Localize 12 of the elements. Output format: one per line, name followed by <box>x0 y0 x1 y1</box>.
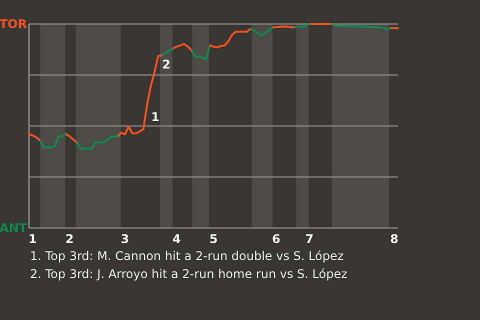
text: 1. Top 3rd: M. Cannon hit a 2-run double vs S. López <box>30 249 344 263</box>
x-tick-label: 2 <box>65 232 74 246</box>
text: 2. Top 3rd: J. Arroyo hit a 2-run home run vs S. López <box>30 267 348 281</box>
x-tick-label: 5 <box>209 232 218 246</box>
annotation: 1 <box>151 110 160 124</box>
x-tick-label: 8 <box>390 232 398 246</box>
x-tick-label: 4 <box>172 232 181 246</box>
annotation: 2 <box>162 57 171 72</box>
x-tick-label: 1 <box>28 232 37 246</box>
x-tick-label: 6 <box>272 232 280 246</box>
x-tick-label: 7 <box>305 232 314 246</box>
x-tick-label: 3 <box>120 232 130 246</box>
